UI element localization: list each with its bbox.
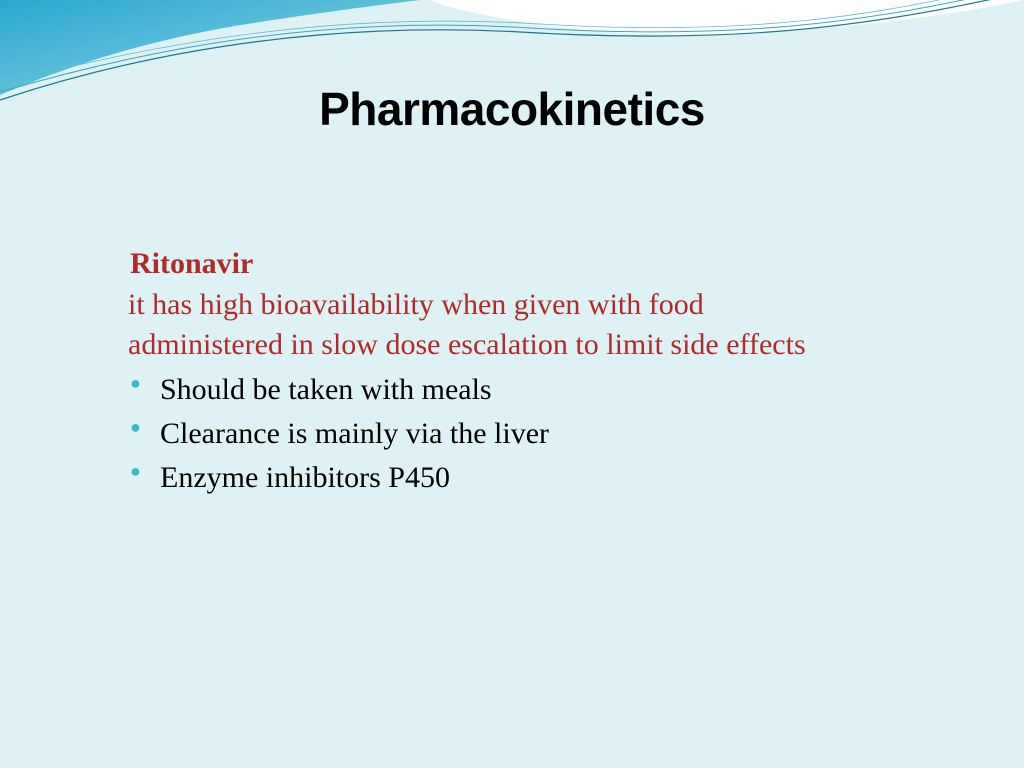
slide: Pharmacokinetics Ritonavir it has high b… xyxy=(0,0,1024,768)
list-item: Should be taken with meals xyxy=(130,368,944,412)
bullet-list: Should be taken with meals Clearance is … xyxy=(130,368,944,501)
slide-body: Ritonavir it has high bioavailability wh… xyxy=(130,244,944,501)
slide-title: Pharmacokinetics xyxy=(0,82,1024,136)
list-item: Enzyme inhibitors P450 xyxy=(130,456,944,500)
list-item: Clearance is mainly via the liver xyxy=(130,412,944,456)
subheading: Ritonavir xyxy=(130,244,944,285)
red-line-2: administered in slow dose escalation to … xyxy=(128,325,944,366)
red-line-1: it has high bioavailability when given w… xyxy=(128,285,944,326)
